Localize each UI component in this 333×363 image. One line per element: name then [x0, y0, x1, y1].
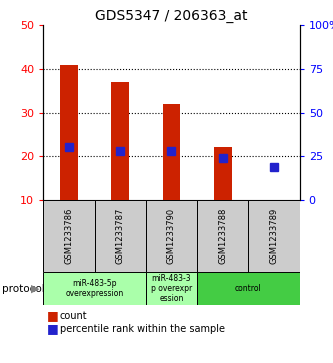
Text: protocol: protocol: [2, 284, 44, 294]
Bar: [163, 104, 180, 200]
Text: count: count: [60, 311, 88, 321]
Text: miR-483-3
p overexpr
ession: miR-483-3 p overexpr ession: [151, 274, 192, 303]
Bar: [214, 147, 232, 200]
Bar: [95, 200, 146, 272]
Text: GSM1233786: GSM1233786: [64, 208, 74, 264]
Text: GSM1233789: GSM1233789: [269, 208, 279, 264]
Text: miR-483-5p
overexpression: miR-483-5p overexpression: [66, 279, 124, 298]
Text: ■: ■: [47, 309, 58, 322]
Text: GSM1233790: GSM1233790: [167, 208, 176, 264]
Bar: [43, 272, 146, 305]
Title: GDS5347 / 206363_at: GDS5347 / 206363_at: [95, 9, 248, 23]
Bar: [197, 200, 248, 272]
Bar: [146, 200, 197, 272]
Text: GSM1233787: GSM1233787: [116, 208, 125, 264]
Text: control: control: [235, 284, 262, 293]
Text: ▶: ▶: [31, 284, 39, 294]
Bar: [146, 272, 197, 305]
Bar: [197, 272, 300, 305]
Text: percentile rank within the sample: percentile rank within the sample: [60, 323, 225, 334]
Text: ■: ■: [47, 322, 58, 335]
Text: GSM1233788: GSM1233788: [218, 208, 227, 264]
Bar: [248, 200, 300, 272]
Bar: [60, 65, 78, 200]
Bar: [111, 82, 129, 200]
Bar: [43, 200, 95, 272]
